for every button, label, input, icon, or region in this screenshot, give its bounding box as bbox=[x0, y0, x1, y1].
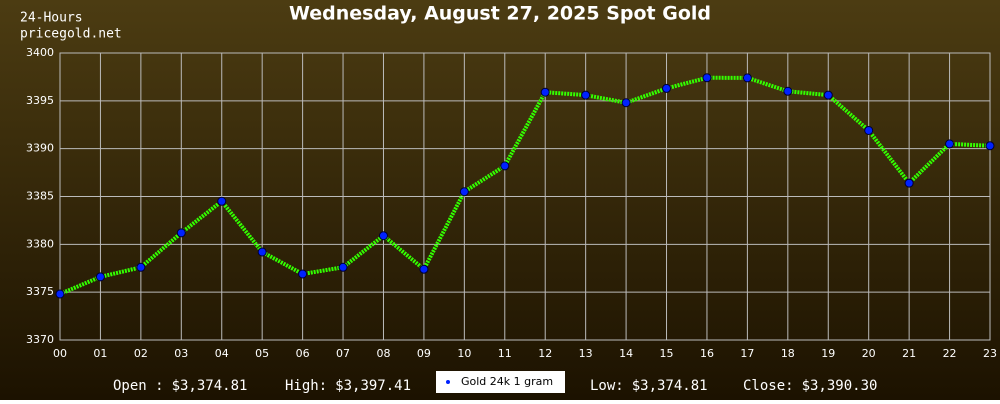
x-tick-label: 17 bbox=[740, 347, 754, 360]
point bbox=[864, 125, 874, 135]
stat-value: $3,374.81 bbox=[632, 378, 708, 394]
stat-value: $3,374.81 bbox=[172, 378, 248, 394]
subtitle: pricegold.net bbox=[20, 27, 122, 42]
point bbox=[985, 141, 995, 151]
x-tick-label: 10 bbox=[457, 347, 471, 360]
x-tick-label: 00 bbox=[53, 347, 67, 360]
point bbox=[55, 289, 65, 299]
x-tick-label: 20 bbox=[862, 347, 876, 360]
x-tick-label: 06 bbox=[296, 347, 310, 360]
y-tick-label: 3385 bbox=[26, 190, 54, 203]
subtitle: 24-Hours bbox=[20, 11, 83, 26]
x-tick-label: 15 bbox=[660, 347, 674, 360]
stat-label: High: bbox=[285, 378, 327, 394]
x-tick-label: 18 bbox=[781, 347, 795, 360]
x-tick-label: 14 bbox=[619, 347, 633, 360]
point bbox=[621, 98, 631, 108]
point bbox=[904, 178, 914, 188]
x-tick-label: 22 bbox=[943, 347, 957, 360]
point bbox=[581, 90, 591, 100]
point bbox=[783, 86, 793, 96]
point bbox=[662, 83, 672, 93]
x-tick-label: 07 bbox=[336, 347, 350, 360]
point bbox=[95, 272, 105, 282]
point bbox=[136, 262, 146, 272]
x-tick-label: 13 bbox=[579, 347, 593, 360]
line bbox=[59, 75, 991, 296]
x-tick-label: 08 bbox=[376, 347, 390, 360]
x-tick-label: 02 bbox=[134, 347, 148, 360]
stat-value: $3,397.41 bbox=[335, 378, 411, 394]
x-tick-label: 23 bbox=[983, 347, 997, 360]
stat-label: Open : bbox=[113, 378, 164, 394]
legend-marker bbox=[446, 380, 450, 384]
stat-label: Low: bbox=[590, 378, 624, 394]
y-tick-label: 3370 bbox=[26, 333, 54, 346]
x-tick-label: 03 bbox=[174, 347, 188, 360]
x-tick-label: 04 bbox=[215, 347, 229, 360]
legend-box bbox=[436, 371, 565, 393]
y-tick-label: 3380 bbox=[26, 237, 54, 250]
point bbox=[459, 187, 469, 197]
x-tick-label: 09 bbox=[417, 347, 431, 360]
x-tick-label: 11 bbox=[498, 347, 512, 360]
point bbox=[378, 231, 388, 241]
point bbox=[217, 196, 227, 206]
point bbox=[257, 247, 267, 257]
y-tick-label: 3400 bbox=[26, 46, 54, 59]
point bbox=[298, 269, 308, 279]
point bbox=[338, 262, 348, 272]
x-tick-label: 16 bbox=[700, 347, 714, 360]
y-tick-label: 3375 bbox=[26, 285, 54, 298]
y-tick-label: 3390 bbox=[26, 142, 54, 155]
stat-value: $3,390.30 bbox=[802, 378, 878, 394]
point bbox=[540, 87, 550, 97]
x-tick-label: 05 bbox=[255, 347, 269, 360]
point bbox=[742, 73, 752, 83]
point bbox=[419, 264, 429, 274]
stat-label: Close: bbox=[743, 378, 794, 394]
x-tick-label: 12 bbox=[538, 347, 552, 360]
point bbox=[176, 228, 186, 238]
point bbox=[823, 90, 833, 100]
y-tick-label: 3395 bbox=[26, 94, 54, 107]
x-tick-label: 19 bbox=[821, 347, 835, 360]
x-tick-label: 21 bbox=[902, 347, 916, 360]
chart-title: Wednesday, August 27, 2025 Spot Gold bbox=[289, 3, 711, 25]
point bbox=[702, 73, 712, 83]
point bbox=[945, 139, 955, 149]
point bbox=[500, 161, 510, 171]
legend-label: Gold 24k 1 gram bbox=[461, 375, 553, 388]
x-tick-label: 01 bbox=[93, 347, 107, 360]
